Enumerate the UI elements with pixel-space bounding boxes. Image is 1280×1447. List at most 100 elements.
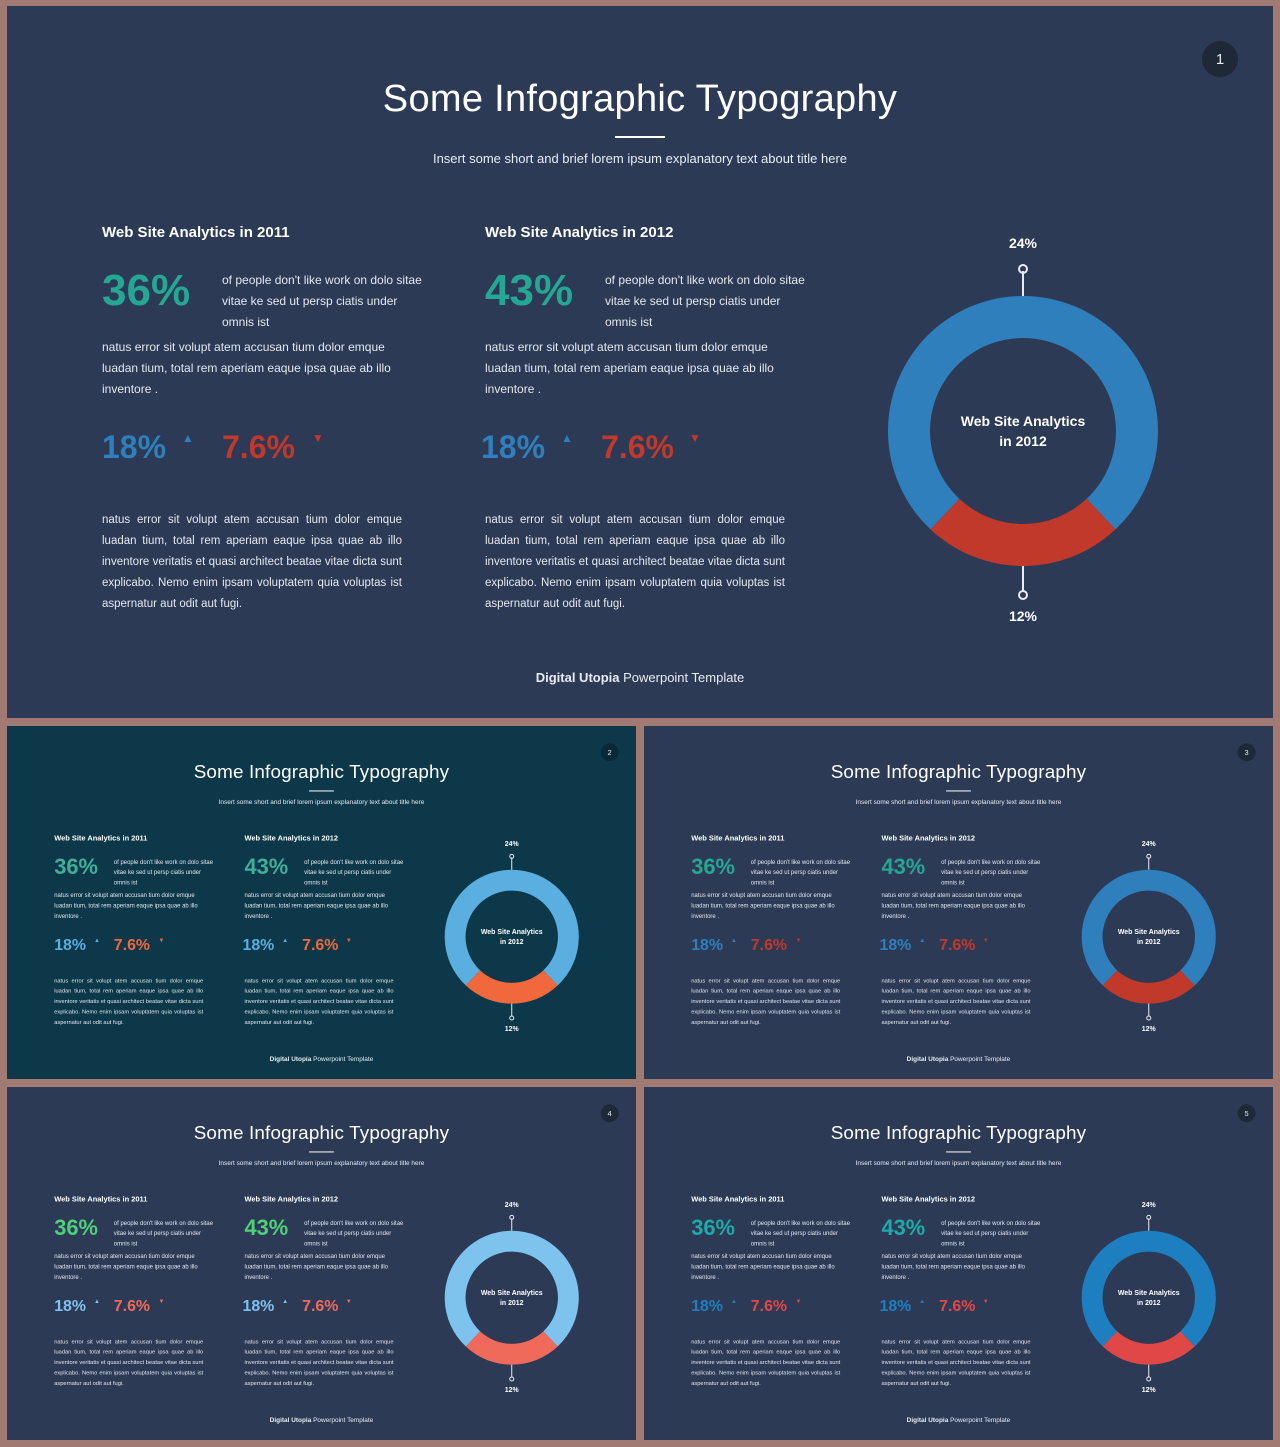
big-percentage: 43% [881,854,926,880]
column-heading: Web Site Analytics in 2011 [691,1195,785,1204]
stat-down-value: 7.6% [113,935,151,954]
column-paragraph-1: natus error sit volupt atem accusan tium… [485,340,774,396]
big-percentage: 43% [485,266,574,315]
column-heading: Web Site Analytics in 2011 [102,224,290,241]
slide-number-badge: 4 [600,1104,619,1123]
analytics-column-2011: Web Site Analytics in 2011 36% of people… [691,1195,855,1386]
donut-slice-upper [1081,1230,1216,1347]
column-paragraph-2: natus error sit volupt atem accusan tium… [485,514,785,610]
stat-up-value: 18% [691,1296,724,1315]
column-paragraph-2: natus error sit volupt atem accusan tium… [881,1338,1031,1387]
analytics-column-2012: Web Site Analytics in 2012 43% of people… [481,224,815,610]
big-percentage: 36% [691,1215,735,1241]
big-percentage: 36% [102,266,191,315]
triangle-up-icon: ▲ [561,431,573,445]
triangle-up-icon: ▲ [919,1297,926,1305]
donut-top-label: 24% [505,1202,519,1209]
column-paragraph-2: natus error sit volupt atem accusan tium… [54,977,204,1026]
column-paragraph-1: natus error sit volupt atem accusan tium… [244,1252,388,1281]
slide-number-badge: 1 [1202,41,1238,77]
donut-slice-lower [465,1331,558,1365]
slide-title: Some Infographic Typography [193,1122,450,1144]
slide-number-badge: 3 [1237,743,1256,762]
big-percentage-description: of people don't like work on dolo sitae … [941,858,1041,887]
stat-down-value: 7.6% [750,1296,788,1315]
stat-up-value: 18% [242,1296,275,1315]
triangle-down-icon: ▼ [345,1297,352,1305]
donut-top-marker [509,1214,515,1220]
donut-chart: 24% Web Site Analytics in 2012 12% [444,1202,579,1394]
triangle-up-icon: ▲ [182,431,194,445]
big-percentage: 43% [244,1215,289,1241]
triangle-up-icon: ▲ [282,936,289,944]
slide-footer: Digital Utopia Powerpoint Template [644,1416,1273,1423]
column-paragraph-2: natus error sit volupt atem accusan tium… [691,1338,841,1387]
donut-center-line2: in 2012 [500,939,524,946]
column-heading: Web Site Analytics in 2011 [691,834,785,843]
stat-up-value: 18% [242,935,275,954]
footer-brand: Digital Utopia [269,1055,312,1063]
donut-bottom-marker [1018,590,1028,600]
stat-up-value: 18% [879,1296,912,1315]
slide-subtitle: Insert some short and brief lorem ipsum … [855,1158,1062,1167]
donut-slice-lower [1102,1331,1195,1365]
donut-bottom-marker [1146,1376,1152,1382]
donut-center-line1: Web Site Analytics [1118,1290,1180,1297]
donut-chart: 24% Web Site Analytics in 2012 12% [888,235,1158,624]
analytics-column-2011: Web Site Analytics in 2011 36% of people… [54,834,218,1025]
stat-down-value: 7.6% [222,429,295,465]
slide-2[interactable]: 2 Some Infographic Typography Insert som… [7,726,636,1079]
slide-footer: Digital Utopia Powerpoint Template [7,1055,636,1062]
donut-bottom-label: 12% [1142,1026,1156,1033]
analytics-column-2012: Web Site Analytics in 2012 43% of people… [879,834,1045,1025]
triangle-down-icon: ▼ [158,1297,165,1305]
column-paragraph-2: natus error sit volupt atem accusan tium… [881,977,1031,1026]
column-heading: Web Site Analytics in 2012 [244,1195,339,1204]
donut-slice-lower [1102,970,1195,1004]
column-paragraph-1: natus error sit volupt atem accusan tium… [244,891,388,920]
slide-1[interactable]: 1 Some Infographic Typography Insert som… [7,6,1273,718]
big-percentage-description: of people don't like work on dolo sitae … [222,273,422,329]
column-heading: Web Site Analytics in 2012 [485,224,674,241]
donut-bottom-label: 12% [505,1026,519,1033]
column-paragraph-1: natus error sit volupt atem accusan tium… [881,1252,1025,1281]
slide-number-badge: 5 [1237,1104,1256,1123]
big-percentage-description: of people don't like work on dolo sitae … [304,1219,404,1248]
donut-slice-upper [1081,869,1216,986]
slide-3[interactable]: 3 Some Infographic Typography Insert som… [644,726,1273,1079]
stat-up-value: 18% [879,935,912,954]
stat-down-value: 7.6% [302,1296,339,1315]
stat-up-value: 18% [691,935,724,954]
stat-down-value: 7.6% [939,935,976,954]
donut-center-line2: in 2012 [500,1300,524,1307]
donut-bottom-label: 12% [1009,608,1038,624]
title-underline [309,790,334,792]
stat-down-value: 7.6% [601,429,674,465]
column-paragraph-2: natus error sit volupt atem accusan tium… [54,1338,204,1387]
footer-brand: Digital Utopia [906,1416,949,1424]
slide-4[interactable]: 4 Some Infographic Typography Insert som… [7,1087,636,1440]
donut-center-line2: in 2012 [1137,1300,1161,1307]
donut-slice-lower [930,498,1116,566]
donut-top-marker [509,853,515,859]
triangle-up-icon: ▲ [730,936,737,944]
donut-bottom-label: 12% [505,1387,519,1394]
slide-number-badge: 2 [600,743,619,762]
big-percentage-description: of people don't like work on dolo sitae … [941,1219,1041,1248]
big-percentage: 43% [881,1215,926,1241]
big-percentage: 36% [691,854,735,880]
donut-bottom-marker [509,1376,515,1382]
slide-subtitle: Insert some short and brief lorem ipsum … [432,151,848,166]
column-heading: Web Site Analytics in 2011 [54,1195,148,1204]
slide-subtitle: Insert some short and brief lorem ipsum … [855,797,1062,806]
big-percentage-description: of people don't like work on dolo sitae … [113,1219,214,1248]
column-paragraph-2: natus error sit volupt atem accusan tium… [244,1338,394,1387]
donut-top-label: 24% [1009,235,1038,251]
stat-down-value: 7.6% [750,935,788,954]
slide-title: Some Infographic Typography [193,761,450,783]
slide-5[interactable]: 5 Some Infographic Typography Insert som… [644,1087,1273,1440]
donut-chart: 24% Web Site Analytics in 2012 12% [1081,1202,1216,1394]
slide-title: Some Infographic Typography [830,1122,1087,1144]
slide-footer: Digital Utopia Powerpoint Template [7,1416,636,1423]
column-paragraph-2: natus error sit volupt atem accusan tium… [691,977,841,1026]
